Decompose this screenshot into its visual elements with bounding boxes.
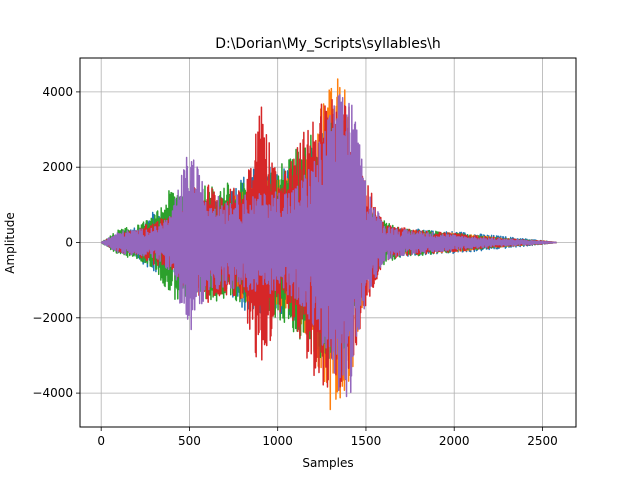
y-tick-label: 2000 bbox=[42, 160, 73, 174]
plot-area bbox=[100, 78, 557, 411]
ticks: 0 500 1000 1500 2000 2500 −4000 −2000 0 2000 4000 bbox=[32, 85, 557, 448]
y-tick-label: 0 bbox=[65, 236, 73, 250]
x-tick-label: 1000 bbox=[262, 434, 293, 448]
y-tick-label: −4000 bbox=[32, 386, 73, 400]
x-tick-label: 0 bbox=[97, 434, 105, 448]
x-tick-label: 1500 bbox=[351, 434, 382, 448]
x-tick-label: 2500 bbox=[527, 434, 558, 448]
chart-title: D:\Dorian\My_Scripts\syllables\h bbox=[215, 36, 441, 52]
y-axis-label: Amplitude bbox=[3, 212, 17, 274]
x-tick-label: 2000 bbox=[439, 434, 470, 448]
x-axis-label: Samples bbox=[302, 456, 353, 470]
y-tick-label: −2000 bbox=[32, 311, 73, 325]
y-tick-label: 4000 bbox=[42, 85, 73, 99]
series-line-5 bbox=[100, 93, 557, 398]
x-tick-label: 500 bbox=[178, 434, 201, 448]
